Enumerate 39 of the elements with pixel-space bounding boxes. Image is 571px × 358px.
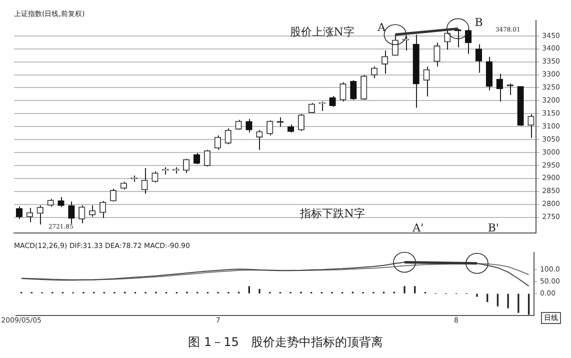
candlestick: [298, 114, 305, 132]
candlestick: [350, 80, 357, 100]
candlestick: [99, 200, 106, 219]
candlestick: [89, 204, 96, 218]
candlestick: [381, 50, 388, 74]
candlestick: [360, 74, 368, 100]
candlestick: [496, 73, 503, 102]
candlestick: [423, 66, 430, 98]
candlestick: [475, 44, 482, 74]
candlestick: [78, 204, 86, 224]
candlestick: [224, 128, 232, 145]
candlestick: [141, 168, 148, 194]
candlestick: [528, 114, 534, 138]
annotation: 股价上涨N字: [290, 26, 354, 39]
candlestick: [318, 100, 326, 112]
candlestick: [329, 96, 336, 108]
candlestick: [276, 116, 284, 128]
candlestick: [58, 196, 64, 208]
candlestick: [246, 118, 252, 134]
candlestick: [486, 56, 493, 91]
annotation: B': [488, 222, 499, 235]
candlestick: [506, 82, 514, 96]
candlestick: [370, 66, 378, 79]
candlestick: [340, 82, 346, 102]
annotation: 指标下跌N字: [299, 207, 365, 220]
candlestick: [152, 170, 158, 184]
annotation: B: [474, 16, 483, 29]
candlestick: [434, 42, 440, 68]
caption: 图 1－15 股价走势中指标的顶背离: [187, 334, 384, 351]
annotation: A': [412, 222, 424, 235]
candlestick: [204, 149, 211, 167]
candlestick: [266, 120, 274, 136]
annotation: A: [376, 21, 387, 34]
candlestick: [182, 158, 190, 174]
candlestick: [214, 134, 221, 150]
candlestick: [110, 188, 117, 202]
candlestick: [256, 129, 263, 150]
candlestick: [68, 200, 75, 224]
candlestick: [464, 28, 472, 54]
